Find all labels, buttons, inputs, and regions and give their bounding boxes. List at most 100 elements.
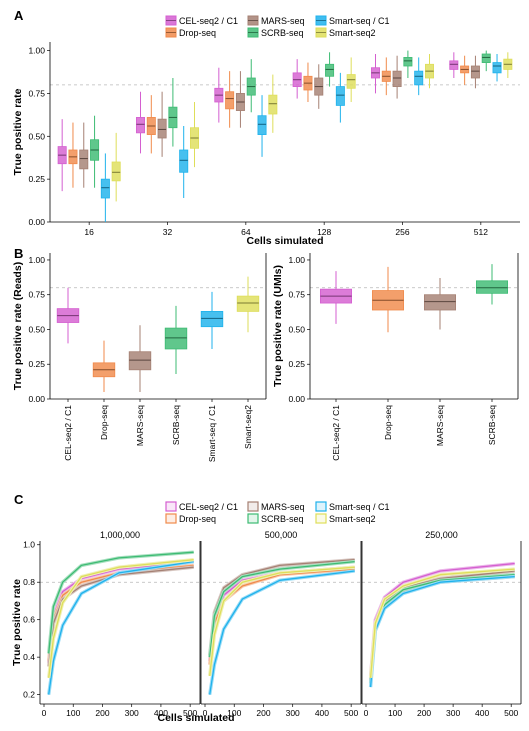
box-iqr: [325, 63, 335, 77]
x-tick-label: 0: [364, 708, 369, 718]
x-tick-label: 500: [344, 708, 358, 718]
y-tick-label: 1.00: [28, 46, 45, 56]
series-line-band: [368, 567, 515, 678]
x-tick-label: 200: [256, 708, 270, 718]
legend-label: Smart-seq2: [329, 28, 376, 38]
legend-label: Drop-seq: [179, 28, 216, 38]
panel-b-umis: 0.00 0.25 0.50 0.75 1.00 CEL-seq2 / C1 Drop-se…: [272, 253, 519, 461]
facet: 500,000 0 100 200 300 400 500: [200, 530, 362, 718]
x-tick-label: Drop-seq: [383, 405, 393, 440]
y-axis-title: True positive rate: [11, 579, 23, 666]
box-iqr: [335, 86, 345, 106]
x-tick-label: MARS-seq: [435, 405, 445, 446]
series-line: [48, 559, 194, 678]
box: [381, 57, 391, 96]
panel-label: B: [14, 246, 23, 261]
x-tick-label: 128: [317, 227, 331, 237]
legend-key: [165, 513, 177, 524]
y-tick-label: 0.00: [28, 217, 45, 227]
y-tick-label: 0.25: [28, 359, 45, 369]
x-tick-label: 400: [315, 708, 329, 718]
series-line: [209, 570, 355, 695]
x-axis-title: Cells simulated: [246, 235, 323, 247]
facet-title: 500,000: [265, 530, 298, 540]
box: [57, 119, 67, 192]
legend-label: Smart-seq2: [329, 514, 376, 524]
x-tick-label: 500: [183, 708, 197, 718]
y-axis-title: True positive rate (Reads): [12, 262, 24, 390]
box: [56, 287, 80, 344]
box-iqr: [200, 310, 224, 328]
legend-key: [247, 501, 259, 512]
box-iqr: [449, 60, 459, 70]
box: [346, 57, 356, 102]
legend-label: MARS-seq: [261, 502, 305, 512]
x-tick-label: 512: [474, 227, 488, 237]
x-tick-label: 256: [395, 227, 409, 237]
y-tick-label: 0.25: [28, 174, 45, 184]
box-iqr: [414, 70, 424, 86]
y-tick-label: 1.00: [288, 255, 305, 265]
box: [214, 67, 224, 123]
legend-key: [165, 501, 177, 512]
box: [314, 64, 324, 109]
box-iqr: [100, 178, 110, 199]
box: [246, 59, 256, 113]
series-line: [48, 560, 194, 695]
box: [111, 132, 121, 202]
y-tick-label: 0.4: [23, 652, 35, 662]
box-iqr: [164, 327, 188, 350]
x-tick-label: CEL-seq2 / C1: [331, 405, 341, 461]
x-tick-label: 100: [388, 708, 402, 718]
box: [292, 59, 302, 99]
box: [164, 305, 188, 374]
box-iqr: [403, 57, 413, 67]
series-line: [209, 566, 355, 676]
series-line-band: [47, 559, 194, 695]
y-tick-label: 0.00: [28, 394, 45, 404]
box: [492, 54, 502, 82]
x-tick-label: 0: [203, 708, 208, 718]
legend-label: MARS-seq: [261, 16, 305, 26]
x-tick-label: MARS-seq: [135, 405, 145, 446]
legend-key: [315, 501, 327, 512]
x-tick-label: 100: [227, 708, 241, 718]
x-tick-label: 400: [475, 708, 489, 718]
y-tick-label: 1.0: [23, 540, 35, 550]
x-tick-label: 500: [504, 708, 518, 718]
x-tick-label: 200: [95, 708, 109, 718]
panel-a: A 0.00 0.25 0.50 0.75 1.00 16 32 64 128 256 512 Cell…: [12, 8, 520, 247]
y-tick-label: 1.00: [28, 255, 45, 265]
box: [236, 276, 260, 333]
box-iqr: [492, 62, 502, 74]
x-tick-label: Smart-seq / C1: [207, 405, 217, 462]
y-tick-label: 0.25: [288, 359, 305, 369]
box: [146, 95, 156, 154]
series-line: [48, 551, 194, 654]
box: [325, 52, 335, 87]
box-iqr: [236, 295, 260, 312]
panel-label: C: [14, 492, 24, 507]
series-line-band: [368, 569, 515, 680]
x-tick-label: 64: [241, 227, 251, 237]
legend-key: [247, 513, 259, 524]
y-tick-label: 0.2: [23, 690, 35, 700]
x-tick-label: 0: [42, 708, 47, 718]
y-tick-label: 0.50: [288, 324, 305, 334]
series-line: [209, 560, 355, 658]
panel-label: A: [14, 8, 24, 23]
box-iqr: [157, 118, 167, 139]
legend-label: Smart-seq / C1: [329, 502, 390, 512]
box: [370, 54, 380, 94]
box-iqr: [79, 149, 89, 170]
facet: 250,000 0 100 200 300 400 500: [361, 530, 522, 718]
box: [424, 54, 434, 89]
y-tick-label: 0.75: [28, 290, 45, 300]
box-iqr: [346, 74, 356, 89]
box: [423, 278, 456, 330]
box: [135, 91, 145, 154]
legend-label: SCRB-seq: [261, 28, 304, 38]
box-iqr: [225, 91, 235, 110]
x-tick-label: SCRB-seq: [171, 405, 181, 445]
box: [92, 340, 116, 393]
